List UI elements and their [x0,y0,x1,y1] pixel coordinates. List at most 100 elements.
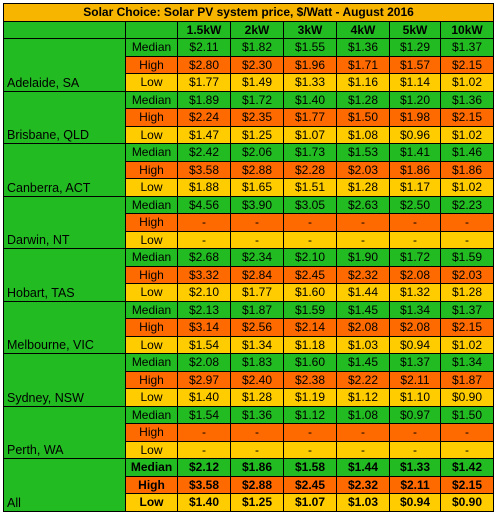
row-label-median: Median [125,405,178,424]
price-cell: $2.03 [439,265,495,284]
price-cell: $2.88 [230,475,284,494]
price-cell: $2.38 [283,370,337,389]
price-cell: $2.08 [177,353,231,372]
table-row: High $3.14 $2.56 $2.14 $2.08 $2.08 $2.15 [4,318,495,337]
price-cell: $1.12 [283,405,337,424]
row-label-low: Low [125,440,178,459]
table-row: Low $1.47 $1.25 $1.07 $1.08 $0.96 $1.02 [4,125,495,144]
price-cell: $1.77 [177,73,231,92]
price-cell: $1.77 [283,108,337,127]
price-cell: $1.60 [283,283,337,302]
price-cell: $2.15 [439,475,495,494]
price-cell: $1.86 [439,160,495,179]
price-cell: $1.08 [336,405,390,424]
table-row: Melbourne, VIC Median $2.13 $1.87 $1.59 $1.45… [3,300,495,354]
column-header: 3kW [283,20,337,39]
column-header: 2kW [230,20,284,39]
column-header: 10kW [439,20,495,39]
price-cell: $3.58 [177,160,231,179]
price-cell: $1.12 [336,388,390,407]
column-header: 4kW [336,20,390,39]
price-cell: $2.15 [439,108,495,127]
row-label-high: High [125,55,178,74]
price-cell: $3.32 [177,265,231,284]
price-cell: - [439,423,495,442]
price-cell: $1.98 [389,108,441,127]
price-cell: $1.32 [389,283,441,302]
price-cell: $2.84 [230,265,284,284]
price-cell: $1.54 [177,405,231,424]
row-label-low: Low [125,283,178,302]
price-cell: $1.16 [336,73,390,92]
row-label-low: Low [125,73,178,92]
row-label-median: Median [125,458,178,477]
row-label-high: High [125,160,178,179]
price-cell: - [230,230,284,249]
price-cell: $1.28 [230,388,284,407]
price-cell: $3.90 [230,195,284,214]
price-cell: $2.28 [283,160,337,179]
price-cell: $1.03 [336,493,390,512]
price-cell: $2.03 [336,160,390,179]
row-label-median: Median [125,90,178,109]
region-name: Adelaide, SA [3,38,126,92]
row-label-low: Low [125,125,178,144]
price-cell: $1.86 [230,458,284,477]
price-cell: $1.47 [177,125,231,144]
table-row: High $3.32 $2.84 $2.45 $2.32 $2.08 $2.03 [4,265,495,284]
price-cell: $2.50 [389,195,441,214]
price-cell: $2.13 [177,300,231,319]
price-cell: - [336,440,390,459]
price-cell: - [283,440,337,459]
price-cell: $2.22 [336,370,390,389]
price-cell: - [230,423,284,442]
price-cell: - [177,423,231,442]
price-cell: $2.68 [177,248,231,267]
price-cell: $2.06 [230,143,284,162]
price-cell: $1.36 [336,38,390,57]
price-cell: $1.60 [283,353,337,372]
price-cell: $1.41 [389,143,441,162]
row-label-median: Median [125,38,178,57]
price-cell: $1.02 [439,125,495,144]
price-cell: $1.90 [336,248,390,267]
price-cell: $1.40 [177,493,231,512]
price-cell: $1.19 [283,388,337,407]
table-row: High $2.24 $2.35 $1.77 $1.50 $1.98 $2.15 [4,108,495,127]
region-name: All [3,458,126,512]
price-cell: $2.45 [283,265,337,284]
price-cell: $1.36 [230,405,284,424]
price-cell: - [283,230,337,249]
table-row: High - - - - - - [4,423,495,442]
price-cell: $1.29 [389,38,441,57]
title-row: Solar Choice: Solar PV system price, $/W… [2,3,495,22]
price-cell: $1.37 [389,353,441,372]
header-blank-cell [125,20,178,39]
region-name: Hobart, TAS [3,248,126,302]
price-cell: $2.11 [177,38,231,57]
row-label-high: High [125,370,178,389]
table-row: Perth, WA Median $1.54 $1.36 $1.12 $1.08 $0.97… [3,405,495,459]
price-cell: $2.23 [439,195,495,214]
price-cell: - [439,230,495,249]
header-row: 1.5kW 2kW 3kW 4kW 5kW 10kW [3,20,495,39]
price-cell: $1.34 [439,353,495,372]
price-cell: $2.35 [230,108,284,127]
table-row: High $2.97 $2.40 $2.38 $2.22 $2.11 $1.87 [4,370,495,389]
price-cell: $1.72 [230,90,284,109]
price-cell: $2.08 [389,265,441,284]
price-cell: $1.72 [389,248,441,267]
price-cell: $2.14 [283,318,337,337]
price-cell: - [389,230,441,249]
price-cell: $2.63 [336,195,390,214]
row-label-median: Median [125,248,178,267]
price-cell: $1.10 [389,388,441,407]
price-cell: - [283,213,337,232]
row-label-high: High [125,423,178,442]
column-header: 5kW [389,20,441,39]
price-cell: - [336,213,390,232]
price-cell: $1.37 [439,300,495,319]
price-cell: $2.34 [230,248,284,267]
row-label-low: Low [125,493,178,512]
table-row: High $3.58 $2.88 $2.28 $2.03 $1.86 $1.86 [4,160,495,179]
